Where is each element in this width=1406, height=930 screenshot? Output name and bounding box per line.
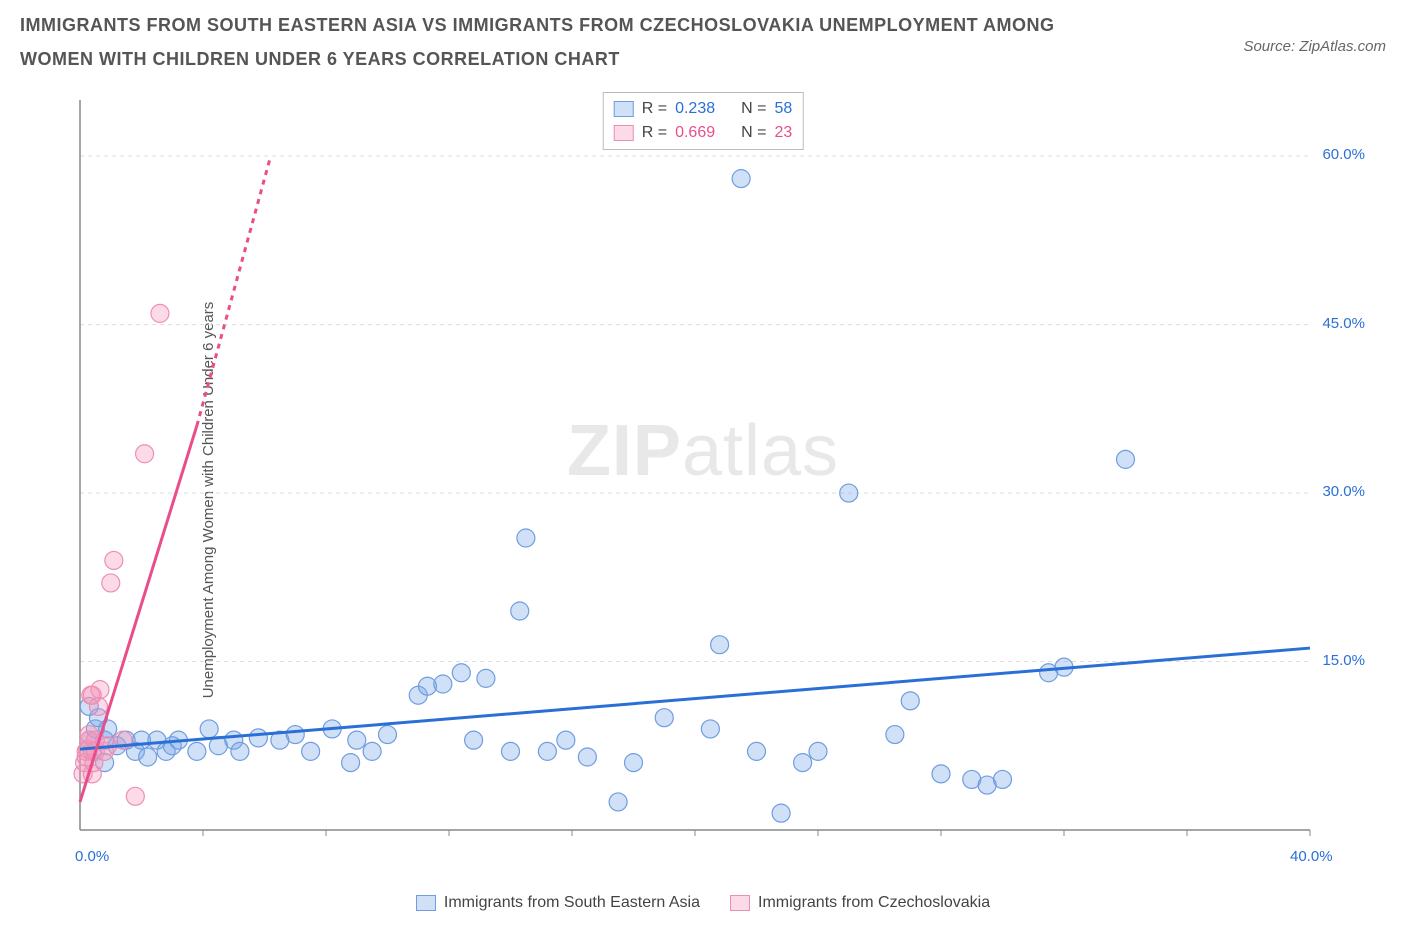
tick-label: 30.0% (1322, 483, 1365, 500)
legend-item-blue: Immigrants from South Eastern Asia (416, 894, 700, 912)
source-attribution: Source: ZipAtlas.com (1243, 38, 1386, 55)
tick-label: 60.0% (1322, 146, 1365, 163)
swatch-pink-icon (730, 895, 750, 911)
series-legend: Immigrants from South Eastern Asia Immig… (20, 894, 1386, 912)
series-label-pink: Immigrants from Czechoslovakia (758, 894, 990, 912)
tick-label: 0.0% (75, 848, 109, 865)
r-value-pink: 0.669 (675, 121, 715, 145)
scatter-plot (70, 90, 1370, 890)
chart-container: Unemployment Among Women with Children U… (20, 90, 1386, 910)
r-value-blue: 0.238 (675, 97, 715, 121)
tick-label: 40.0% (1290, 848, 1333, 865)
n-value-pink: 23 (774, 121, 792, 145)
swatch-blue (614, 101, 634, 117)
tick-label: 15.0% (1322, 652, 1365, 669)
swatch-blue-icon (416, 895, 436, 911)
n-value-blue: 58 (774, 97, 792, 121)
correlation-legend: R = 0.238 N = 58 R = 0.669 N = 23 (603, 92, 804, 150)
legend-item-pink: Immigrants from Czechoslovakia (730, 894, 990, 912)
legend-row-blue: R = 0.238 N = 58 (614, 97, 793, 121)
swatch-pink (614, 125, 634, 141)
tick-label: 45.0% (1322, 315, 1365, 332)
legend-row-pink: R = 0.669 N = 23 (614, 121, 793, 145)
chart-title: IMMIGRANTS FROM SOUTH EASTERN ASIA VS IM… (20, 8, 1120, 76)
series-label-blue: Immigrants from South Eastern Asia (444, 894, 700, 912)
